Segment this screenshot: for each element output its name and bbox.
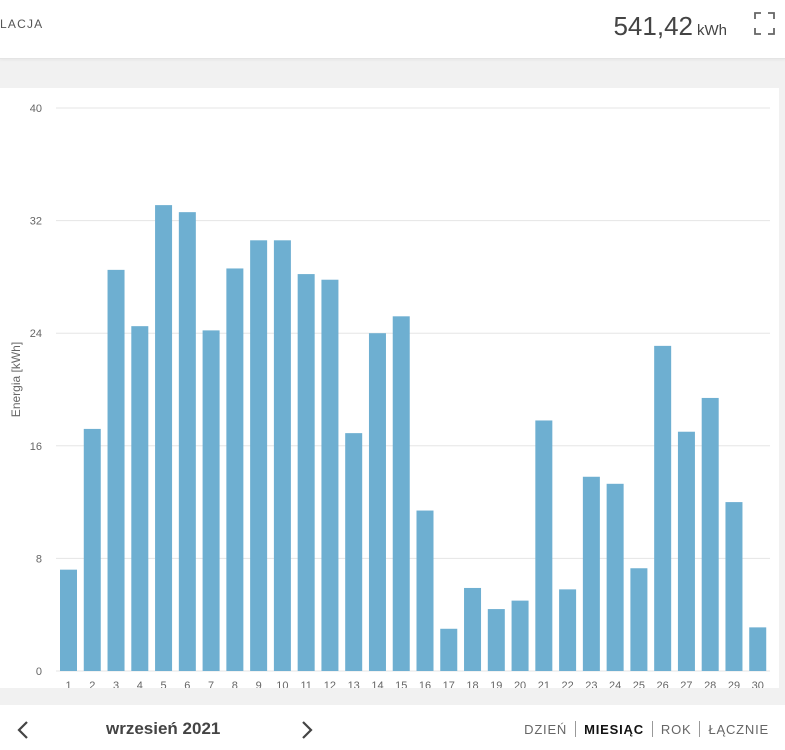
x-tick-label: 10 [276, 680, 288, 688]
x-tick-label: 12 [324, 680, 336, 688]
x-tick-label: 27 [680, 680, 692, 688]
x-tick-label: 11 [300, 680, 311, 688]
x-tick-label: 16 [419, 680, 431, 688]
chart-bar [250, 240, 268, 671]
chart-bar [83, 428, 101, 671]
chart-bar [606, 483, 624, 671]
x-tick-label: 8 [232, 680, 238, 688]
chart-bar [297, 274, 315, 671]
x-tick-label: 1 [65, 680, 71, 688]
x-tick-label: 17 [443, 680, 455, 688]
previous-period-button[interactable] [16, 720, 32, 740]
chart-bar [131, 326, 149, 671]
chart-bar [464, 587, 482, 671]
chart-bar [749, 627, 767, 671]
x-tick-label: 29 [728, 680, 740, 688]
x-tick-label: 30 [752, 680, 764, 688]
fullscreen-button[interactable] [754, 12, 775, 35]
chart-bar [559, 589, 577, 671]
chart-bar [273, 240, 291, 671]
chart-bar [155, 205, 173, 671]
next-period-button[interactable] [298, 720, 314, 740]
chart-bar [345, 433, 363, 671]
energy-total-unit: kWh [697, 22, 727, 39]
chart-bar [226, 268, 244, 671]
tab-year[interactable]: ROK [660, 722, 692, 737]
y-tick-label: 24 [30, 328, 42, 340]
chart-panel: 0 8 16 24 32 40 Energia [kWh] 1 2 3 4 5 6 7 8 9 10 11 12 13… [0, 88, 779, 688]
x-tick-label: 18 [466, 680, 478, 688]
x-tick-label: 9 [256, 680, 262, 688]
energy-total: 541,42 kWh [613, 11, 727, 42]
energy-total-value: 541,42 [613, 11, 693, 41]
chart-bar [202, 330, 220, 671]
page-title: LACJA [0, 17, 44, 31]
x-tick-label: 3 [113, 680, 119, 688]
chart-bar [725, 502, 743, 671]
y-tick-label: 0 [36, 666, 42, 678]
x-tick-label: 25 [633, 680, 645, 688]
chart-bar [701, 397, 719, 671]
chart-bar [416, 510, 434, 671]
x-tick-label: 21 [538, 680, 550, 688]
chart-bar [321, 279, 339, 671]
chart-bar [440, 628, 458, 671]
chart-bar [654, 345, 672, 671]
x-tick-label: 2 [89, 680, 95, 688]
x-tick-label: 26 [657, 680, 669, 688]
tab-month[interactable]: MIESIĄC [584, 722, 644, 737]
x-tick-label: 19 [490, 680, 502, 688]
y-tick-label: 16 [30, 441, 42, 453]
x-tick-label: 22 [561, 680, 573, 688]
chart-bar [582, 476, 600, 671]
tab-divider [575, 721, 577, 737]
chart-bar [178, 212, 196, 671]
chart-bar [511, 600, 529, 671]
x-tick-label: 14 [371, 680, 383, 688]
chevron-left-icon [17, 721, 28, 739]
tab-divider [651, 721, 653, 737]
range-tabs: DZIEŃ MIESIĄC ROK ŁĄCZNIE [524, 721, 769, 737]
y-axis-label: Energia [kWh] [9, 342, 23, 417]
chart-bar [677, 431, 695, 671]
x-tick-label: 28 [704, 680, 716, 688]
x-tick-label: 23 [585, 680, 597, 688]
x-tick-label: 5 [161, 680, 167, 688]
chart-bar [392, 316, 410, 671]
y-tick-label: 32 [30, 216, 42, 228]
x-tick-label: 20 [514, 680, 526, 688]
y-tick-label: 8 [36, 553, 42, 565]
x-tick-label: 6 [184, 680, 190, 688]
top-bar: LACJA 541,42 kWh [0, 0, 785, 59]
chart-bar [368, 333, 386, 671]
period-label: wrzesień 2021 [106, 719, 221, 738]
chart-bar [630, 568, 648, 671]
period-navigation-bar: wrzesień 2021 DZIEŃ MIESIĄC ROK ŁĄCZNIE [0, 705, 785, 750]
chart-bar [107, 269, 125, 671]
y-tick-label: 40 [30, 103, 42, 115]
x-tick-label: 15 [395, 680, 407, 688]
x-tick-label: 7 [208, 680, 214, 688]
tab-divider [699, 721, 701, 737]
chart-bar [487, 609, 505, 671]
tab-day[interactable]: DZIEŃ [524, 722, 568, 737]
x-tick-label: 24 [609, 680, 621, 688]
x-tick-label: 4 [137, 680, 143, 688]
x-tick-label: 13 [348, 680, 360, 688]
chart-bar [535, 420, 553, 671]
tab-total[interactable]: ŁĄCZNIE [708, 722, 769, 737]
chart-bar [60, 569, 77, 671]
expand-icon [754, 12, 775, 35]
chevron-right-icon [302, 721, 313, 739]
